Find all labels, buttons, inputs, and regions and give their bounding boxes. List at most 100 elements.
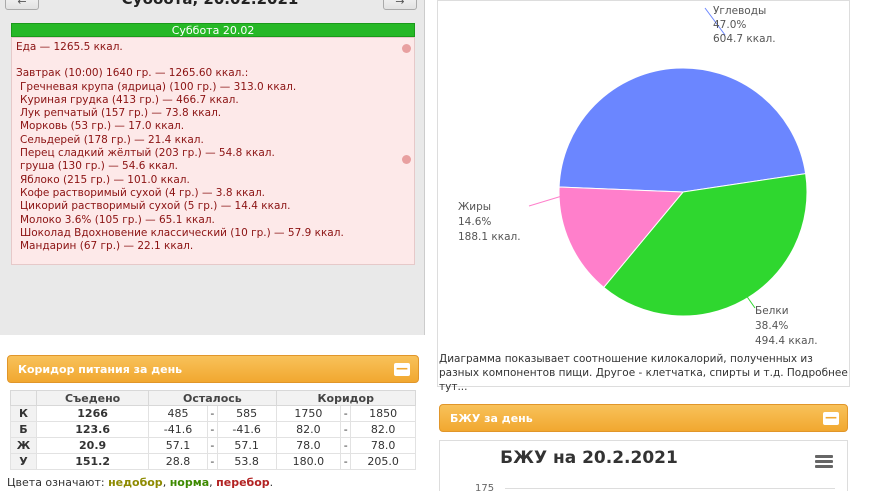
row-label: Б — [10, 421, 37, 438]
leader-line — [528, 195, 563, 207]
corridor-title: Коридор питания за день — [18, 363, 183, 376]
slice-label-name: Углеводы — [713, 5, 766, 17]
left-min: -41.6 — [148, 421, 208, 438]
corridor-min: 78.0 — [275, 437, 342, 454]
bju-chart-area — [439, 440, 848, 491]
food-total: Еда — 1265.5 ккал. — [16, 41, 123, 53]
apple-icon[interactable] — [402, 155, 411, 164]
slice-label-kcal: 188.1 ккал. — [458, 231, 521, 243]
corridor-min: 180.0 — [275, 453, 342, 470]
food-item[interactable]: Лук репчатый (157 гр.) — 73.8 ккал. — [20, 107, 222, 120]
left-min: 485 — [148, 405, 208, 422]
food-item[interactable]: Шоколад Вдохновение классический (10 гр.… — [20, 226, 344, 239]
legend-over: перебор — [216, 476, 270, 489]
table-row: Б 123.6 -41.6 - -41.6 82.0 - 82.0 — [10, 421, 416, 438]
dash: - — [340, 421, 352, 438]
food-item[interactable]: Мандарин (67 гр.) — 22.1 ккал. — [20, 240, 194, 253]
collapse-button[interactable]: — — [394, 361, 410, 376]
leader-line — [704, 7, 726, 36]
food-item[interactable]: Кофе растворимый сухой (4 гр.) — 3.8 кка… — [20, 186, 266, 199]
corridor-max: 205.0 — [350, 453, 416, 470]
prev-day-button[interactable]: ← — [5, 0, 39, 10]
dash: - — [206, 453, 218, 470]
bju-panel: БЖУ за день — — [439, 404, 848, 432]
food-item[interactable]: Цикорий растворимый сухой (5 гр.) — 14.4… — [20, 200, 291, 213]
table-row: Ж 20.9 57.1 - 57.1 78.0 - 78.0 — [10, 437, 416, 454]
corridor-max: 1850 — [350, 405, 416, 422]
legend-sep: , — [209, 476, 213, 489]
diary-panel: ← Суббота, 20.02.2021 → Суббота 20.02 Ед… — [0, 0, 425, 335]
day-header[interactable]: Суббота 20.02 — [11, 23, 415, 37]
col-eaten: Съедено — [35, 390, 150, 406]
left-max: 585 — [216, 405, 277, 422]
corridor-min: 82.0 — [275, 421, 342, 438]
food-item[interactable]: Морковь (53 гр.) — 17.0 ккал. — [20, 120, 185, 133]
food-item[interactable]: Молоко 3.6% (105 гр.) — 65.1 ккал. — [20, 213, 215, 226]
hamburger-menu-icon[interactable] — [815, 455, 833, 469]
col-left: Осталось — [148, 390, 277, 406]
slice-label-pct: 38.4% — [755, 320, 788, 332]
eaten-cell: 1266 — [35, 405, 150, 422]
food-item[interactable]: Гречневая крупа (ядрица) (100 гр.) — 313… — [20, 80, 297, 93]
dash: - — [340, 437, 352, 454]
left-max: 57.1 — [216, 437, 277, 454]
left-min: 28.8 — [148, 453, 208, 470]
food-item[interactable]: Куриная грудка (413 гр.) — 466.7 ккал. — [20, 93, 239, 106]
leader-line — [733, 277, 756, 309]
meal-title[interactable]: Завтрак (10:00) 1640 гр. — 1265.60 ккал.… — [16, 67, 249, 80]
pie-slice[interactable] — [558, 186, 685, 289]
corridor-panel: Коридор питания за день — Съедено Остало… — [7, 355, 419, 470]
corridor-header[interactable]: Коридор питания за день — — [7, 355, 419, 383]
corridor-max: 78.0 — [350, 437, 416, 454]
chart-title: БЖУ на 20.2.2021 — [500, 448, 678, 468]
bju-title: БЖУ за день — [450, 412, 533, 425]
table-row: К 1266 485 - 585 1750 - 1850 — [10, 405, 416, 422]
page-title: Суббота, 20.02.2021 — [110, 0, 310, 8]
dash: - — [340, 405, 352, 422]
food-item[interactable]: Перец сладкий жёлтый (203 гр.) — 54.8 кк… — [20, 147, 275, 160]
row-label: К — [10, 405, 37, 422]
meal-items: Гречневая крупа (ядрица) (100 гр.) — 313… — [16, 81, 410, 254]
left-max: 53.8 — [216, 453, 277, 470]
food-item[interactable]: Сельдерей (178 гр.) — 21.4 ккал. — [20, 133, 204, 146]
collapse-button[interactable]: — — [823, 410, 839, 425]
pie-slice[interactable] — [603, 173, 808, 317]
legend-end: . — [269, 476, 274, 489]
pie-slice[interactable] — [558, 67, 807, 193]
food-item[interactable]: груша (130 гр.) — 54.6 ккал. — [20, 160, 178, 173]
slice-label-name: Белки — [755, 305, 789, 317]
slice-label-pct: 14.6% — [458, 216, 491, 228]
apple-icon[interactable] — [402, 44, 411, 53]
left-max: -41.6 — [216, 421, 277, 438]
food-item[interactable]: Яблоко (215 гр.) — 101.0 ккал. — [20, 173, 190, 186]
pie-chart: Углеводы 47.0% 604.7 ккал. Белки 38.4% 4… — [458, 5, 818, 347]
pie-caption[interactable]: Диаграмма показывает соотношение килокал… — [439, 353, 848, 393]
color-legend: Цвета означают: недобор, норма, перебор. — [7, 476, 273, 489]
legend-norm: норма — [169, 476, 210, 489]
y-tick: 175 — [475, 483, 495, 494]
corridor-max: 82.0 — [350, 421, 416, 438]
dash: - — [206, 421, 218, 438]
table-row: У 151.2 28.8 - 53.8 180.0 - 205.0 — [10, 453, 416, 470]
corridor-min: 1750 — [275, 405, 342, 422]
next-day-button[interactable]: → — [383, 0, 417, 10]
dash: - — [206, 437, 218, 454]
eaten-cell: 151.2 — [35, 453, 150, 470]
dash: - — [340, 453, 352, 470]
slice-label-kcal: 494.4 ккал. — [755, 335, 818, 347]
corridor-table: Съедено Осталось Коридор К 1266 485 - 58… — [10, 390, 417, 470]
eaten-cell: 123.6 — [35, 421, 150, 438]
left-min: 57.1 — [148, 437, 208, 454]
slice-label-kcal: 604.7 ккал. — [713, 33, 776, 45]
bju-header[interactable]: БЖУ за день — — [439, 404, 848, 432]
dash: - — [206, 405, 218, 422]
row-label: Ж — [10, 437, 37, 454]
col-corridor: Коридор — [275, 390, 417, 406]
row-label: У — [10, 453, 37, 470]
corner-cell — [10, 390, 37, 406]
grid-line — [505, 488, 835, 489]
meal-list: Еда — 1265.5 ккал. Завтрак (10:00) 1640 … — [11, 37, 415, 265]
legend-sep: , — [162, 476, 167, 489]
legend-prefix: Цвета означают: — [7, 476, 105, 489]
slice-label-pct: 47.0% — [713, 19, 746, 31]
